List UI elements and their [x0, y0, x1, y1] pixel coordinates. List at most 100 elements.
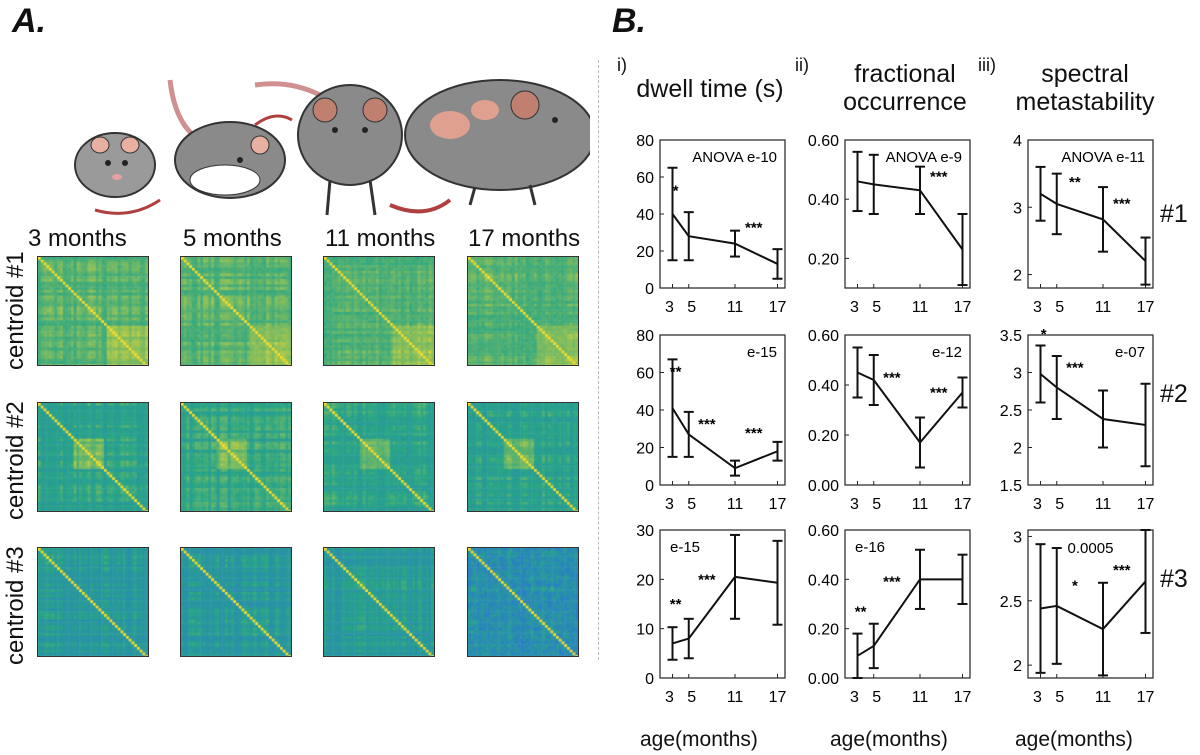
- significance-marker: ***: [745, 220, 763, 237]
- y-tick-label: 0.20: [808, 251, 839, 268]
- x-tick-label: 5: [872, 496, 881, 513]
- y-tick-label: 60: [636, 366, 654, 383]
- y-tick-label: 0: [645, 671, 654, 688]
- series-line: [671, 407, 778, 470]
- x-tick-label: 5: [1055, 689, 1064, 706]
- x-tick-label: 17: [769, 496, 787, 513]
- x-tick-label: 5: [687, 689, 696, 706]
- y-tick-label: 3: [1013, 366, 1022, 383]
- age-label-3-months: 3 months: [28, 225, 127, 252]
- x-tick-label: 3: [1033, 299, 1042, 316]
- anova-annotation: ANOVA e-11: [1061, 149, 1145, 166]
- x-tick-label: 17: [1137, 299, 1155, 316]
- heatmap-centroid-2-age-3: [323, 402, 435, 512]
- significance-marker: *: [1041, 326, 1047, 343]
- mouse-17-months-illustration: [404, 79, 590, 206]
- x-tick-label: 3: [1033, 496, 1042, 513]
- heatmap-centroid-2-age-2: [180, 402, 292, 512]
- significance-marker: **: [670, 596, 682, 613]
- x-tick-label: 11: [727, 496, 744, 513]
- column-title-dwell-time: dwell time (s): [636, 75, 784, 103]
- heatmap-centroid-1-age-2: [180, 256, 292, 366]
- y-tick-label: 10: [636, 622, 654, 639]
- y-tick-label: 20: [636, 441, 654, 458]
- column-title-fractional-occurrence: fractional occurrence: [843, 60, 967, 116]
- anova-annotation: e-15: [670, 539, 700, 556]
- y-tick-label: 0.00: [808, 478, 839, 495]
- x-tick-label: 3: [850, 299, 859, 316]
- heatmap-centroid-1-age-4: [467, 256, 579, 366]
- age-label-11-months: 11 months: [325, 225, 436, 252]
- y-tick-label: 0.40: [808, 192, 839, 209]
- significance-marker: ***: [698, 416, 716, 433]
- series-line: [672, 575, 778, 645]
- axes-frame: [844, 529, 971, 679]
- significance-marker: **: [855, 603, 867, 620]
- x-tick-label: 5: [687, 496, 696, 513]
- y-tick-label: 3.5: [1000, 328, 1022, 345]
- mouse-11-months-illustration: [254, 81, 403, 216]
- y-tick-label: 4: [1013, 133, 1022, 150]
- column-roman-i: i): [617, 55, 627, 75]
- heatmap-centroid-2-age-4: [467, 402, 579, 512]
- x-tick-label: 5: [872, 689, 881, 706]
- significance-marker: **: [670, 363, 682, 380]
- significance-marker: ***: [883, 574, 901, 591]
- chart-frac-2: 0.00 0.20 0.40 0.60 3 5 11 17 e-12 *** ***: [808, 328, 972, 513]
- x-tick-label: 17: [954, 496, 972, 513]
- y-tick-label: 2: [1013, 441, 1022, 458]
- chart-spec-3: 22.533 5 11 170.0005****: [1000, 529, 1155, 706]
- series-line: [671, 213, 778, 265]
- anova-annotation: ANOVA e-10: [692, 149, 777, 166]
- row-label-2: #2: [1160, 380, 1188, 408]
- x-axis-label-spectral: age(months): [1015, 728, 1133, 751]
- y-tick-label: 0.40: [808, 572, 839, 589]
- y-tick-label: 0: [645, 478, 654, 495]
- significance-marker: ***: [745, 425, 763, 442]
- chart-frac-3: 0.000.200.400.603 5 11 17e-16*****: [808, 523, 972, 706]
- significance-marker: ***: [698, 571, 716, 588]
- x-tick-label: 11: [727, 299, 744, 316]
- column-roman-ii: ii): [795, 55, 809, 75]
- significance-marker: **: [1069, 174, 1081, 191]
- x-tick-label: 17: [1137, 496, 1155, 513]
- panel-a-letter: A.: [12, 2, 46, 40]
- x-tick-label: 3: [665, 299, 674, 316]
- x-tick-label: 11: [912, 496, 929, 513]
- series-line: [857, 371, 964, 445]
- x-tick-label: 5: [687, 299, 696, 316]
- significance-marker: ***: [1113, 562, 1131, 579]
- y-tick-label: 0.00: [808, 671, 839, 688]
- y-tick-label: 3: [1013, 529, 1022, 546]
- y-tick-label: 30: [636, 523, 654, 540]
- anova-annotation: e-12: [932, 344, 962, 361]
- significance-marker: *: [673, 183, 679, 200]
- mouse-5-months-illustration: [167, 79, 286, 199]
- axes-frame: [844, 139, 971, 289]
- mouse-illustrations: [74, 79, 590, 216]
- series-line: [1039, 192, 1147, 262]
- axes-frame: [1027, 529, 1154, 679]
- x-tick-label: 11: [912, 299, 929, 316]
- y-tick-label: 0.20: [808, 428, 839, 445]
- axes-frame: [659, 529, 786, 679]
- x-tick-label: 3: [1033, 689, 1042, 706]
- x-tick-label: 3: [850, 689, 859, 706]
- y-tick-label: 1.5: [1000, 478, 1022, 495]
- significance-marker: ***: [1066, 360, 1084, 377]
- x-tick-label: 11: [727, 689, 744, 706]
- x-tick-label: 17: [1137, 689, 1155, 706]
- chart-spec-2: 1.522.533.53 5 11 17e-07****: [1000, 326, 1155, 513]
- y-tick-label: 60: [636, 170, 654, 187]
- panel-divider: [598, 60, 599, 660]
- mouse-3-months-illustration: [74, 132, 156, 198]
- anova-annotation: e-15: [747, 344, 777, 361]
- axes-frame: [1027, 139, 1154, 289]
- significance-marker: *: [1072, 577, 1078, 594]
- significance-marker: ***: [883, 370, 901, 387]
- x-tick-label: 17: [769, 689, 787, 706]
- heatmap-centroid-1-age-1: [37, 256, 149, 366]
